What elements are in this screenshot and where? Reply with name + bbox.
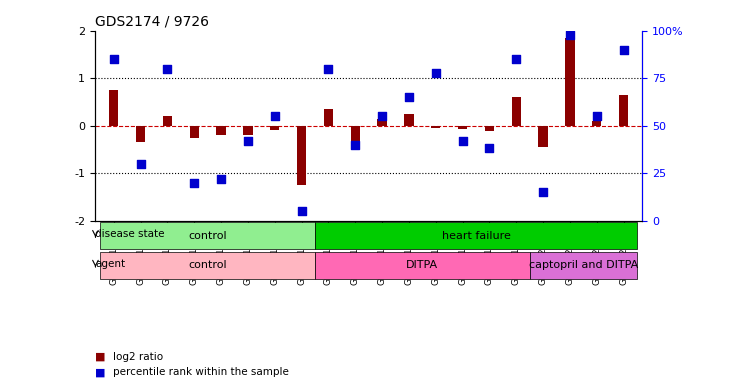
Text: GDS2174 / 9726: GDS2174 / 9726	[95, 14, 209, 28]
Bar	[619, 95, 629, 126]
Point	[564, 31, 576, 38]
Bar	[539, 126, 548, 147]
Bar	[404, 114, 414, 126]
Bar	[512, 97, 521, 126]
Text: control: control	[188, 260, 227, 270]
Point	[296, 208, 307, 214]
Text: heart failure: heart failure	[442, 230, 510, 240]
Point	[242, 138, 254, 144]
Point	[108, 56, 120, 62]
Bar	[216, 126, 226, 135]
Bar	[270, 126, 280, 131]
FancyBboxPatch shape	[315, 252, 530, 279]
Point	[457, 138, 469, 144]
FancyBboxPatch shape	[100, 222, 315, 249]
Point	[134, 161, 146, 167]
Point	[188, 180, 200, 186]
Point	[618, 46, 629, 53]
Point	[323, 66, 334, 72]
Bar	[485, 126, 494, 131]
Bar	[592, 121, 602, 126]
Bar	[163, 116, 172, 126]
Point	[269, 113, 280, 119]
Bar	[350, 126, 360, 142]
Text: control: control	[188, 230, 227, 240]
Bar	[323, 109, 333, 126]
Bar	[109, 90, 118, 126]
Text: ■: ■	[95, 352, 105, 362]
Point	[161, 66, 173, 72]
Text: agent: agent	[95, 259, 126, 269]
Text: DITPA: DITPA	[407, 260, 439, 270]
Point	[215, 176, 227, 182]
FancyBboxPatch shape	[530, 252, 637, 279]
Point	[537, 189, 549, 195]
Point	[403, 94, 415, 100]
Point	[376, 113, 388, 119]
Bar	[458, 126, 467, 129]
Bar	[297, 126, 307, 185]
Bar	[190, 126, 199, 137]
Point	[430, 70, 442, 76]
Text: percentile rank within the sample: percentile rank within the sample	[113, 367, 289, 377]
Bar	[136, 126, 145, 142]
Bar	[243, 126, 253, 135]
Bar	[431, 126, 440, 128]
Bar	[565, 38, 575, 126]
Text: disease state: disease state	[95, 229, 165, 239]
Point	[591, 113, 603, 119]
Bar	[377, 119, 387, 126]
Text: log2 ratio: log2 ratio	[113, 352, 164, 362]
Point	[510, 56, 522, 62]
FancyBboxPatch shape	[100, 252, 315, 279]
Point	[483, 146, 495, 152]
FancyBboxPatch shape	[315, 222, 637, 249]
Text: ■: ■	[95, 367, 105, 377]
Text: captopril and DITPA: captopril and DITPA	[529, 260, 638, 270]
Point	[350, 142, 361, 148]
